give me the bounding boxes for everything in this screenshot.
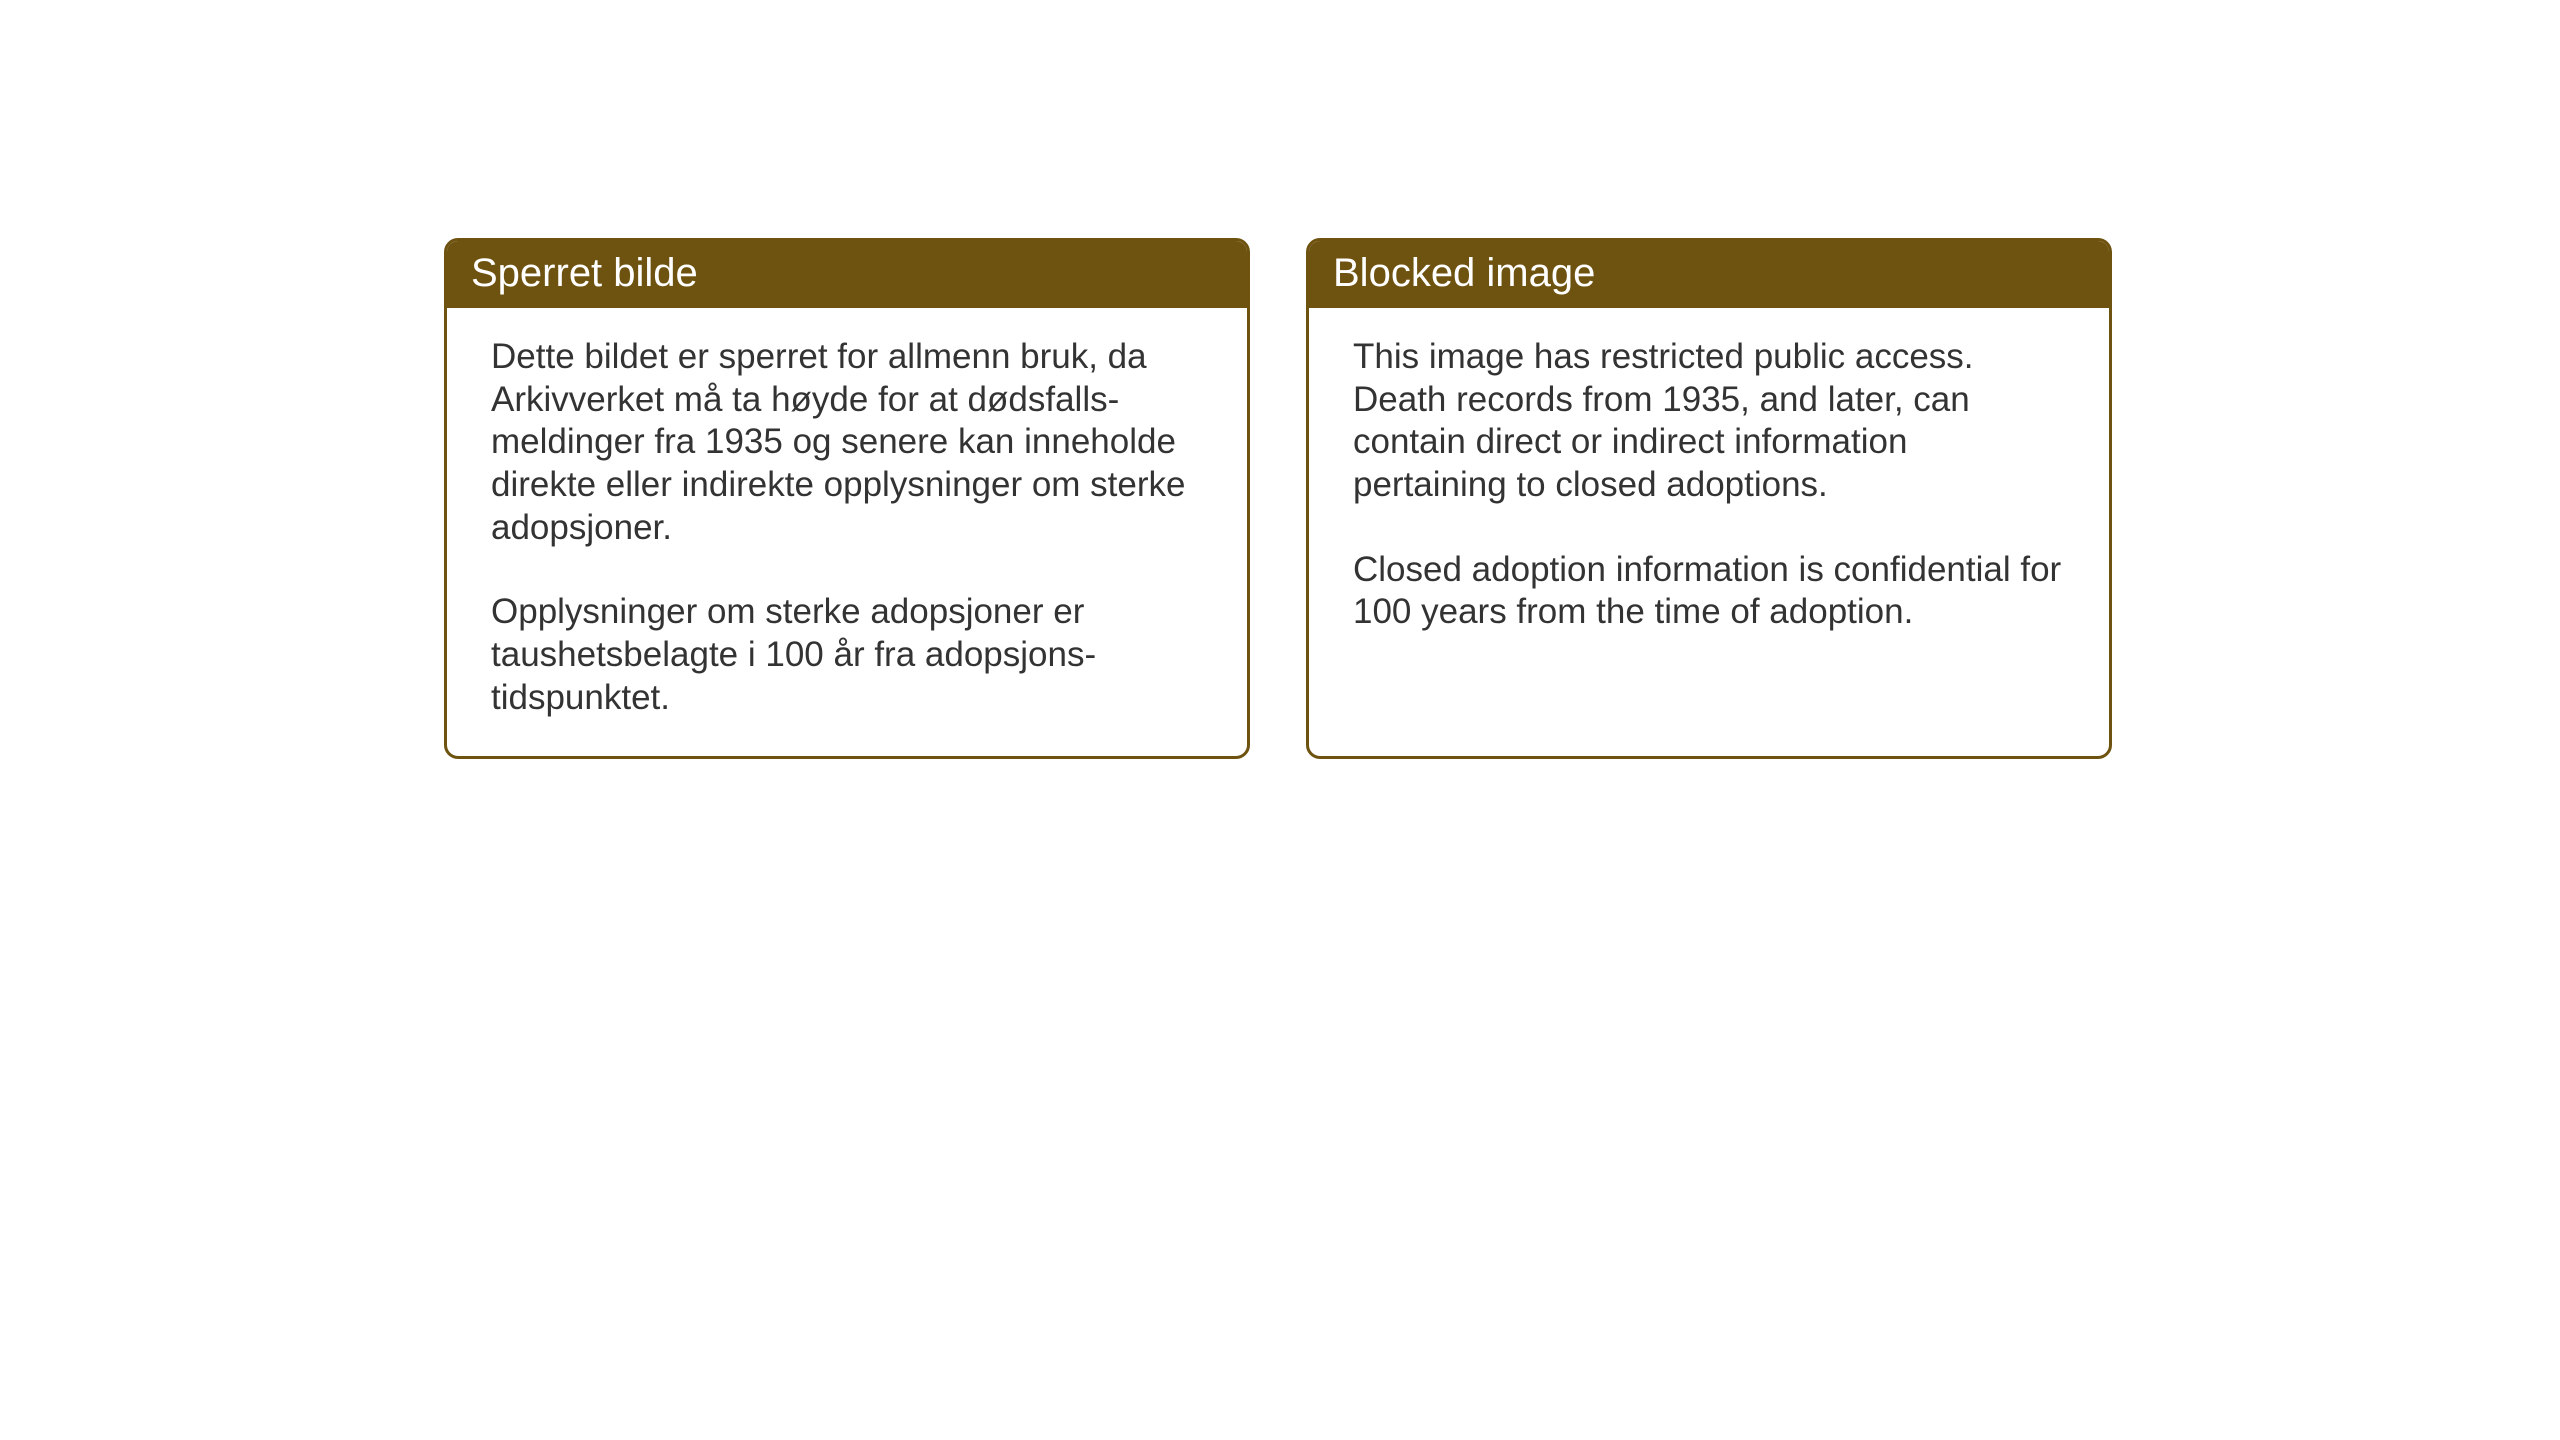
notice-header-norwegian: Sperret bilde bbox=[447, 241, 1247, 308]
notice-body-norwegian: Dette bildet er sperret for allmenn bruk… bbox=[447, 308, 1247, 756]
notice-body-english: This image has restricted public access.… bbox=[1309, 308, 2109, 728]
notice-card-norwegian: Sperret bilde Dette bildet er sperret fo… bbox=[444, 238, 1250, 759]
notice-paragraph-1-english: This image has restricted public access.… bbox=[1353, 336, 2065, 507]
notice-title-norwegian: Sperret bilde bbox=[471, 251, 698, 295]
notice-header-english: Blocked image bbox=[1309, 241, 2109, 308]
notice-paragraph-1-norwegian: Dette bildet er sperret for allmenn bruk… bbox=[491, 336, 1203, 549]
notice-container: Sperret bilde Dette bildet er sperret fo… bbox=[444, 238, 2112, 759]
notice-title-english: Blocked image bbox=[1333, 251, 1595, 295]
notice-paragraph-2-english: Closed adoption information is confident… bbox=[1353, 549, 2065, 634]
notice-card-english: Blocked image This image has restricted … bbox=[1306, 238, 2112, 759]
notice-paragraph-2-norwegian: Opplysninger om sterke adopsjoner er tau… bbox=[491, 591, 1203, 719]
